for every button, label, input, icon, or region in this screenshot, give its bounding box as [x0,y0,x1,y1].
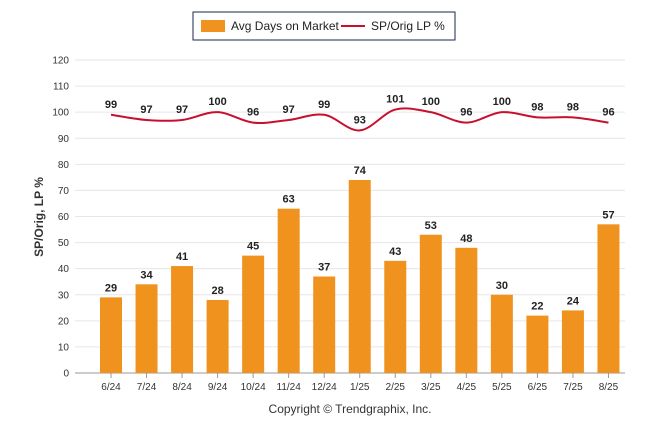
y-tick-label: 10 [58,342,70,353]
line-data-label: 96 [602,107,614,119]
line-data-label: 98 [567,101,579,113]
line-data-label: 98 [531,101,543,113]
x-tick-label: 12/24 [312,382,337,393]
legend-label-bar: Avg Days on Market [231,19,339,33]
bar-series: 29 34 41 28 45 63 37 74 43 53 48 30 22 24 57 [100,165,620,373]
line-data-label: 97 [140,104,152,116]
line-data-label: 99 [318,99,330,111]
y-tick-label: 20 [58,316,70,327]
y-axis: 0 10 20 30 40 50 60 70 80 90 100 110 120 [52,56,69,380]
bar-data-label: 28 [211,285,223,297]
x-tick-label: 7/25 [563,382,583,393]
x-tick-label: 4/25 [457,382,477,393]
bar-data-label: 57 [602,209,614,221]
bar-data-label: 30 [496,280,508,292]
bar [384,260,407,373]
line-data-label: 100 [493,96,511,108]
bar [206,299,229,373]
x-tick-label: 6/24 [101,382,121,393]
legend: Avg Days on Market SP/Orig LP % [192,11,456,41]
bar [455,247,478,373]
bar-data-label: 53 [425,220,437,232]
bar [277,208,300,373]
y-tick-label: 120 [52,56,69,67]
bar [348,179,371,373]
bar [100,297,122,373]
bar [135,284,158,373]
bar [597,224,620,373]
x-tick-label: 6/25 [528,382,548,393]
bar-data-label: 24 [567,295,580,307]
y-tick-label: 110 [53,82,69,93]
bar-data-label: 34 [140,269,153,281]
y-tick-label: 0 [63,369,69,380]
y-tick-label: 70 [58,186,70,197]
x-tick-label: 8/24 [172,382,192,393]
line-data-label: 100 [208,96,226,108]
x-axis: 6/24 7/24 8/24 9/24 10/24 11/24 12/24 1/25 2/25 3… [101,373,619,393]
x-tick-label: 5/25 [492,382,512,393]
bar [171,266,194,373]
line-data-label: 93 [354,114,366,126]
x-tick-label: 7/24 [137,382,157,393]
y-tick-label: 90 [58,134,70,145]
y-axis-label: SP/Orig, LP % [32,177,46,257]
y-tick-label: 30 [58,290,70,301]
legend-swatch-bar [201,20,225,32]
series-line [110,107,609,132]
bar [419,234,442,373]
bar-data-label: 37 [318,261,330,273]
y-tick-label: 50 [58,238,70,249]
bar [526,315,549,373]
bar [490,294,513,373]
y-tick-label: 100 [52,108,69,119]
bar-data-label: 63 [283,194,295,206]
bar-data-label: 41 [176,251,188,263]
bar-data-label: 45 [247,241,259,253]
bar-data-label: 48 [460,233,472,245]
bar-data-label: 74 [354,165,367,177]
bar-data-label: 29 [105,282,117,294]
copyright-text: Copyright © Trendgraphix, Inc. [269,402,432,416]
line-data-label: 97 [283,104,295,116]
line-data-label: 100 [422,96,440,108]
bar-data-label: 43 [389,246,401,258]
x-tick-label: 10/24 [241,382,266,393]
x-tick-label: 11/24 [277,382,302,393]
line-data-label: 101 [386,94,404,106]
line-data-label: 96 [460,107,472,119]
x-tick-label: 9/24 [208,382,228,393]
x-tick-label: 3/25 [421,382,441,393]
line-data-label: 97 [176,104,188,116]
legend-label-line: SP/Orig LP % [371,19,445,33]
y-tick-label: 80 [58,160,70,171]
x-tick-label: 8/25 [599,382,619,393]
line-data-label: 99 [105,99,117,111]
bar [561,310,584,373]
line-data-label: 96 [247,107,259,119]
x-tick-label: 2/25 [386,382,406,393]
bar [313,276,336,373]
y-tick-label: 40 [58,264,70,275]
y-tick-label: 60 [58,212,70,223]
x-tick-label: 1/25 [350,382,370,393]
bar-data-label: 22 [531,301,543,313]
line-series: 99 97 97 100 96 97 99 93 101 100 96 100 98 98 96 [105,94,615,132]
bar [242,255,265,373]
